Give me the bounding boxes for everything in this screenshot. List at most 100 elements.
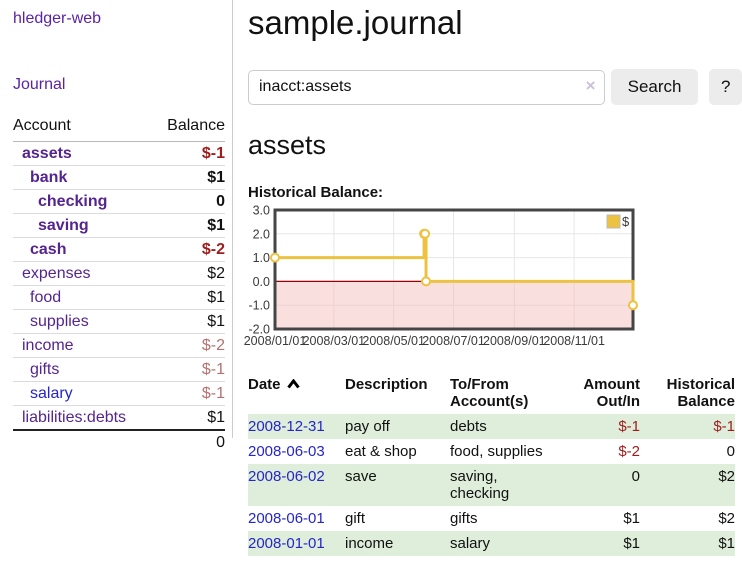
transaction-description: income [345,535,394,552]
transaction-accounts: gifts [450,510,478,527]
account-link-liabilities-debts[interactable]: liabilities:debts [22,408,127,426]
account-balance: $-2 [153,333,225,358]
register-row: 2008-06-01 gift gifts $1 $2 [248,506,735,531]
account-link-food[interactable]: food [30,288,62,306]
transaction-accounts: salary [450,535,491,552]
account-balance: $2 [153,261,225,286]
register-header-date[interactable]: Date [248,372,345,414]
accounts-total: 0 [153,429,225,455]
clear-search-icon[interactable]: × [585,75,596,95]
accounts-table: Account Balance assets $-1 bank $1 check… [13,115,225,455]
account-row-expenses: expenses $2 [13,261,225,286]
svg-text:2008/11/01: 2008/11/01 [543,334,605,348]
svg-text:0.0: 0.0 [253,275,270,289]
svg-text:2.0: 2.0 [253,227,270,241]
register-header-row: Date Description To/From Account(s) Amou… [248,372,735,414]
svg-text:1.0: 1.0 [253,251,270,265]
transaction-description: gift [345,510,366,527]
main-content: sample.journal × Search ? assets Histori… [244,0,742,556]
transaction-balance: $1 [718,535,735,552]
transaction-amount: $-2 [618,443,640,460]
account-row-supplies: supplies $1 [13,309,225,334]
account-link-assets[interactable]: assets [22,144,72,162]
account-link-income[interactable]: income [22,336,74,354]
register-header-description: Description [345,376,428,393]
transaction-description: pay off [345,418,390,435]
transaction-accounts: saving, checking [450,468,510,502]
brand-link[interactable]: hledger-web [13,10,102,27]
account-balance: $-1 [153,357,225,382]
accounts-total-row: 0 [13,429,225,455]
register-row: 2008-01-01 income salary $1 $1 [248,531,735,556]
search-button[interactable]: Search [610,69,699,105]
transaction-date-link[interactable]: 2008-06-02 [248,468,325,485]
svg-text:2008/01/01: 2008/01/01 [244,334,307,348]
account-row-liabilities-debts: liabilities:debts $1 [13,405,225,431]
sort-ascending-icon [286,376,300,393]
account-row-gifts: gifts $-1 [13,357,225,382]
account-row-saving: saving $1 [13,213,225,238]
account-row-checking: checking 0 [13,189,225,214]
account-heading: assets [248,130,327,160]
register-header-accounts: To/From Account(s) [450,376,529,410]
account-balance: $-2 [153,237,225,262]
register-header-amount: Amount Out/In [583,376,640,410]
help-button[interactable]: ? [709,69,742,105]
search-bar: × Search ? [248,69,742,105]
account-row-food: food $1 [13,285,225,310]
account-row-cash: cash $-2 [13,237,225,262]
account-link-bank[interactable]: bank [30,168,68,186]
svg-text:3.0: 3.0 [253,204,270,218]
account-row-salary: salary $-1 [13,381,225,406]
account-link-saving[interactable]: saving [38,216,89,234]
app: hledger-web Journal Account Balance asse… [13,0,742,556]
transaction-accounts: food, supplies [450,443,543,460]
account-link-checking[interactable]: checking [38,192,108,210]
transaction-date-link[interactable]: 2008-06-01 [248,510,325,527]
svg-text:2008/03/01: 2008/03/01 [303,334,366,348]
register-header-balance: Historical Balance [666,376,735,410]
register-row: 2008-06-02 save saving, checking 0 $2 [248,464,735,506]
accounts-header-account: Account [13,115,154,142]
account-link-expenses[interactable]: expenses [22,264,91,282]
svg-text:$: $ [622,214,630,229]
account-balance: $1 [153,213,225,238]
chart-title: Historical Balance: [248,184,384,201]
search-input[interactable] [248,69,605,105]
svg-text:-1.0: -1.0 [248,299,270,313]
transaction-date-link[interactable]: 2008-01-01 [248,535,325,552]
sidebar-item-journal[interactable]: Journal [13,76,66,93]
svg-text:2008/09/01: 2008/09/01 [483,334,546,348]
account-balance: $1 [153,309,225,334]
transaction-amount: $-1 [618,418,640,435]
svg-text:-2.0: -2.0 [248,323,270,337]
transaction-amount: $1 [623,510,640,527]
register-table: Date Description To/From Account(s) Amou… [248,372,735,556]
account-balance: $-1 [153,381,225,406]
transaction-amount: 0 [631,468,640,485]
transaction-balance: $2 [718,510,735,527]
transaction-amount: $1 [623,535,640,552]
transaction-balance: $2 [718,468,735,485]
account-link-salary[interactable]: salary [30,384,73,402]
account-balance: $1 [153,285,225,310]
transaction-date-link[interactable]: 2008-12-31 [248,418,325,435]
transaction-accounts: debts [450,418,487,435]
accounts-header-row: Account Balance [13,115,225,142]
account-balance: 0 [153,189,225,214]
register-row: 2008-06-03 eat & shop food, supplies $-2… [248,439,735,464]
svg-text:2008/05/01: 2008/05/01 [362,334,425,348]
historical-balance-chart: $3.0 2.0 1.0 0.0 -1.0 -2.02008/01/012008/03/0… [244,204,638,348]
account-row-assets: assets $-1 [13,141,225,166]
account-link-gifts[interactable]: gifts [30,360,60,378]
account-row-income: income $-2 [13,333,225,358]
account-balance: $1 [153,405,225,431]
account-link-supplies[interactable]: supplies [30,312,89,330]
transaction-balance: $-1 [713,418,735,435]
transaction-description: save [345,468,377,485]
account-link-cash[interactable]: cash [30,240,67,258]
account-balance: $1 [153,165,225,190]
transaction-balance: 0 [726,443,735,460]
transaction-date-link[interactable]: 2008-06-03 [248,443,325,460]
account-row-bank: bank $1 [13,165,225,190]
